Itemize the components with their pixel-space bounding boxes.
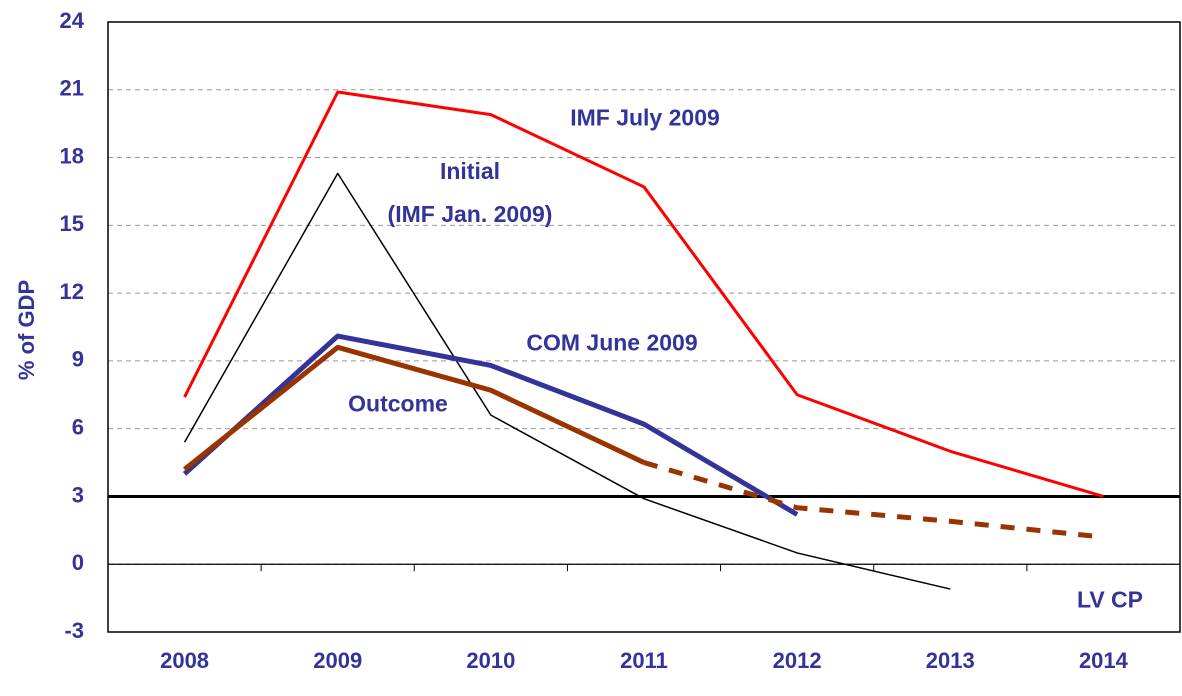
x-tick-label: 2008 (160, 648, 209, 673)
y-tick-label: 15 (60, 211, 84, 236)
y-tick-label: 18 (60, 143, 84, 168)
y-tick-label: -3 (64, 618, 84, 643)
series-line (182, 333, 799, 517)
series-line (643, 460, 1104, 540)
y-tick-label: 21 (60, 76, 84, 101)
series-line (183, 90, 1104, 498)
x-tick-label: 2012 (773, 648, 822, 673)
x-tick-label: 2010 (466, 648, 515, 673)
plot-border (107, 21, 1181, 633)
series-label: IMF July 2009 (570, 104, 720, 131)
x-tick-label: 2011 (620, 648, 668, 673)
x-tick-label: 2009 (313, 648, 362, 673)
y-tick-label: 9 (72, 347, 84, 372)
x-tick-label: 2014 (1079, 648, 1129, 673)
series-label: LV CP (1076, 586, 1144, 613)
series-line (183, 172, 951, 590)
y-axis-label: % of GDP (14, 280, 39, 380)
y-tick-label: 12 (60, 279, 84, 304)
y-tick-label: 0 (72, 550, 84, 575)
x-tick-label: 2013 (926, 648, 975, 673)
y-tick-label: 3 (72, 482, 84, 507)
series-label: Outcome (348, 390, 448, 417)
series-line (183, 344, 646, 472)
series-label: COM June 2009 (526, 329, 698, 356)
y-tick-label: 24 (60, 8, 85, 33)
series-label: Initial (IMF Jan. 2009) (387, 158, 553, 227)
y-tick-label: 6 (72, 414, 84, 439)
